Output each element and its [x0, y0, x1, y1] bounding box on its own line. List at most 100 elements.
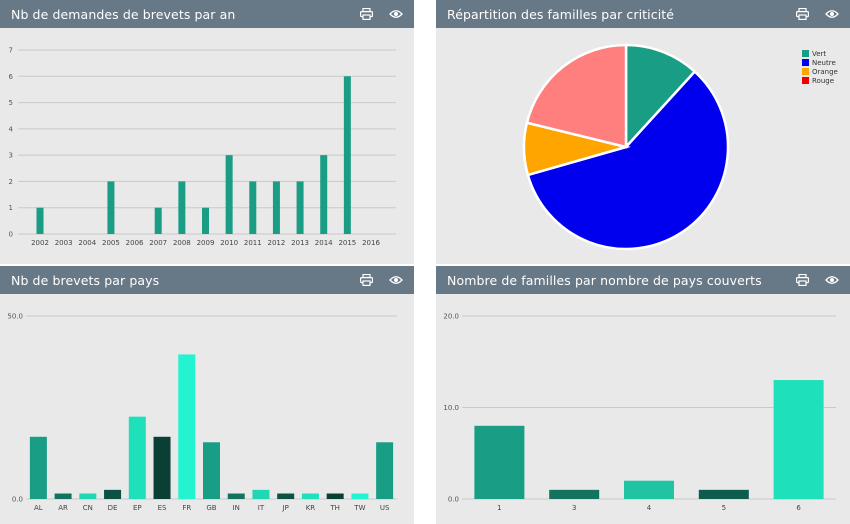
bar — [225, 155, 233, 234]
printer-icon[interactable] — [358, 272, 374, 288]
legend-label: Orange — [812, 67, 838, 76]
x-tick-label: AL — [34, 504, 43, 512]
x-tick-label: JP — [282, 504, 289, 512]
eye-icon[interactable] — [824, 272, 840, 288]
y-tick-label: 2 — [9, 178, 13, 186]
y-tick-label: 10.0 — [443, 404, 459, 412]
printer-icon[interactable] — [794, 272, 810, 288]
x-tick-label: 2012 — [268, 239, 286, 247]
bar — [698, 489, 749, 499]
panel-patents-per-country: Nb de brevets par pays 0.0 50.0 AL AR CN DE EP… — [0, 266, 414, 524]
legend-swatch — [802, 68, 809, 75]
x-tick-label: 3 — [572, 504, 576, 512]
pie-legend: Vert Neutre Orange Rouge — [802, 49, 838, 85]
x-tick-label: 2015 — [338, 239, 356, 247]
legend-swatch — [802, 59, 809, 66]
bar — [343, 76, 351, 235]
panel-title: Nombre de familles par nombre de pays co… — [447, 272, 762, 288]
y-tick-label: 20.0 — [443, 313, 459, 321]
x-tick-label: FR — [182, 504, 191, 512]
bar — [252, 489, 270, 499]
panel-title: Répartition des familles par criticité — [447, 6, 675, 22]
legend-label: Vert — [812, 49, 827, 58]
eye-icon[interactable] — [388, 272, 404, 288]
legend-item: Orange — [802, 67, 838, 76]
legend-swatch — [802, 77, 809, 84]
printer-icon[interactable] — [358, 6, 374, 22]
x-tick-label: 2005 — [102, 239, 120, 247]
x-tick-label: 2002 — [31, 239, 49, 247]
bar — [178, 354, 196, 499]
panel-header: Nb de brevets par pays — [0, 266, 414, 294]
x-tick-label: GB — [206, 504, 216, 512]
panel-header: Nb de demandes de brevets par an — [0, 0, 414, 28]
y-tick-label: 7 — [9, 47, 13, 55]
panel-header: Nombre de familles par nombre de pays co… — [436, 266, 850, 294]
bar — [154, 207, 162, 234]
y-tick-label: 0 — [9, 231, 13, 239]
x-tick-label: 2008 — [173, 239, 191, 247]
x-tick-label: CN — [83, 504, 93, 512]
bar — [203, 442, 220, 499]
legend-item: Rouge — [802, 76, 838, 85]
pie-slice — [525, 43, 628, 149]
pie-slice — [624, 43, 697, 151]
x-tick-label: TW — [353, 504, 365, 512]
bar — [277, 493, 295, 499]
x-tick-label: DE — [108, 504, 118, 512]
legend-item: Neutre — [802, 58, 838, 67]
bar — [376, 442, 394, 499]
y-tick-label: 0.0 — [12, 496, 23, 504]
bar — [320, 155, 328, 234]
bar — [104, 489, 122, 499]
y-tick-label: 50.0 — [7, 313, 23, 321]
bar — [36, 207, 44, 234]
x-tick-label: EP — [133, 504, 142, 512]
x-tick-label: TH — [329, 504, 340, 512]
printer-icon[interactable] — [794, 6, 810, 22]
legend-label: Neutre — [812, 58, 836, 67]
bar — [54, 493, 72, 499]
chart-families-by-country-count: 0.0 10.0 20.0 1 3 4 5 6 — [443, 313, 836, 512]
x-tick-label: US — [380, 504, 390, 512]
bar — [29, 436, 47, 499]
x-tick-label: KR — [306, 504, 316, 512]
x-tick-label: 6 — [796, 504, 801, 512]
x-tick-label: 2016 — [362, 239, 380, 247]
chart-criticality-pie — [522, 43, 730, 251]
x-tick-label: 2014 — [315, 239, 333, 247]
bar — [79, 493, 97, 499]
panel-header: Répartition des familles par criticité — [436, 0, 850, 28]
x-tick-label: 4 — [647, 504, 652, 512]
pie-slice — [526, 69, 730, 251]
bar — [128, 416, 146, 499]
bar — [624, 480, 674, 499]
bar — [202, 207, 209, 234]
legend-swatch — [802, 50, 809, 57]
bar — [351, 493, 369, 499]
bar — [296, 181, 304, 234]
bar — [773, 380, 824, 499]
y-tick-label: 1 — [9, 204, 13, 212]
bar — [301, 493, 319, 499]
bar — [326, 493, 344, 499]
bar — [272, 181, 280, 234]
panel-title: Nb de brevets par pays — [11, 272, 160, 288]
x-tick-label: 5 — [722, 504, 726, 512]
eye-icon[interactable] — [824, 6, 840, 22]
x-tick-label: 2010 — [220, 239, 238, 247]
x-tick-label: ES — [158, 504, 167, 512]
x-tick-label: 2007 — [149, 239, 167, 247]
x-tick-label: 2013 — [291, 239, 309, 247]
y-tick-label: 6 — [9, 73, 14, 81]
x-tick-label: AR — [58, 504, 68, 512]
chart-patents-per-country: 0.0 50.0 AL AR CN DE EP ES FR GB IN IT JP KR TH TW US — [7, 313, 397, 512]
chart-patents-per-year: 0 1 2 3 4 5 6 7 2002 2003 2004 2005 2006 2007 2008 2009… — [9, 47, 396, 247]
x-tick-label: IN — [233, 504, 240, 512]
eye-icon[interactable] — [388, 6, 404, 22]
y-tick-label: 3 — [9, 152, 13, 160]
panel-families-by-country-count: Nombre de familles par nombre de pays co… — [436, 266, 850, 524]
x-tick-label: 2006 — [126, 239, 144, 247]
panel-families-by-criticality: Répartition des familles par criticité V… — [436, 0, 850, 264]
x-tick-label: 2011 — [244, 239, 262, 247]
